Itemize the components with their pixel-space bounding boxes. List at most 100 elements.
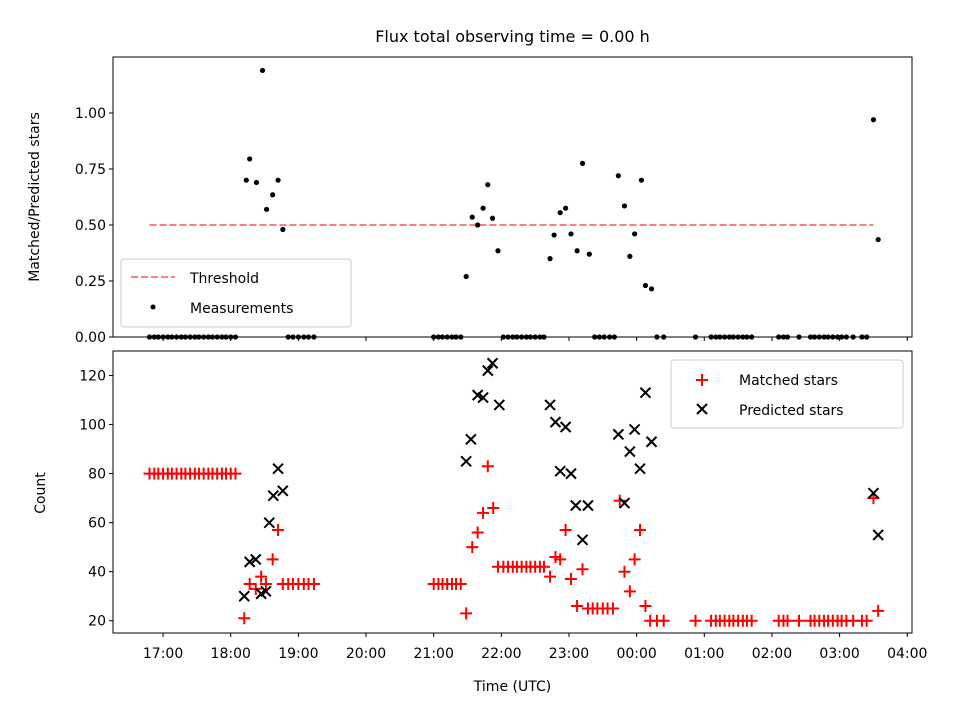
matched-stars-point	[537, 560, 550, 573]
matched-stars-point	[793, 614, 806, 627]
measurements-point	[547, 256, 553, 262]
measurements-point	[563, 205, 569, 211]
top-series-layer	[146, 67, 881, 340]
matched-stars-point	[466, 541, 479, 554]
matched-stars-point	[618, 565, 631, 578]
predicted-stars-point	[872, 529, 884, 541]
matched-stars-point	[781, 614, 794, 627]
x-tick-label: 03:00	[819, 646, 859, 662]
predicted-stars-point	[482, 364, 494, 377]
measurements-point	[247, 156, 253, 162]
measurements-point	[253, 179, 260, 186]
matched-stars-point	[460, 607, 473, 620]
top-y-tick-label: 0.50	[75, 218, 106, 234]
predicted-stars-point	[628, 423, 641, 436]
predicted-stars-point	[624, 445, 636, 458]
bottom-plot-frame	[112, 350, 913, 634]
measurements-point	[568, 231, 574, 237]
predicted-stars-point	[554, 465, 566, 477]
matched-stars-point	[255, 570, 268, 583]
matched-stars-point	[576, 563, 589, 576]
top-legend: Threshold Measurements	[120, 258, 352, 328]
x-tick-label: 18:00	[211, 646, 251, 662]
bottom-legend-box	[670, 359, 904, 429]
top-y-tick-label: 0.25	[75, 274, 106, 290]
measurements-point	[638, 177, 644, 183]
x-tick-label: 00:00	[616, 646, 656, 662]
predicted-stars-point	[477, 391, 489, 404]
measurements-point	[270, 192, 276, 198]
measurements-point	[469, 214, 475, 220]
x-tick-label: 21:00	[414, 646, 454, 662]
measurements-point	[280, 226, 286, 233]
bottom-y-tick-label: 20	[88, 614, 106, 630]
bottom-legend: Matched stars Predicted stars	[670, 359, 904, 429]
bottom-series-layer	[143, 357, 885, 627]
x-tick-label: 23:00	[549, 646, 589, 662]
predicted-stars-point	[549, 416, 562, 428]
predicted-stars-point	[634, 462, 646, 475]
matched-stars-point	[229, 467, 242, 480]
x-tick-label: 01:00	[684, 646, 724, 662]
matched-stars-point	[238, 612, 251, 625]
x-tick-label: 17:00	[143, 646, 183, 662]
legend-measurements-swatch	[150, 304, 156, 310]
matched-stars-point	[249, 582, 262, 595]
bottom-y-axis-label: Count	[33, 472, 49, 514]
matched-stars-point	[471, 526, 484, 539]
matched-stars-point	[639, 600, 652, 613]
measurements-point	[586, 251, 592, 257]
measurements-point	[642, 282, 649, 289]
measurements-point	[875, 236, 881, 243]
matched-stars-point	[634, 524, 647, 537]
measurements-point	[263, 206, 270, 212]
x-tick-label: 22:00	[481, 646, 521, 662]
measurements-point	[489, 215, 496, 221]
matched-stars-point	[860, 614, 873, 627]
top-y-tick-label: 1.00	[75, 106, 106, 122]
matched-stars-point	[307, 577, 320, 590]
measurements-point	[551, 232, 557, 238]
measurements-point	[275, 177, 281, 183]
predicted-stars-point	[544, 399, 556, 411]
measurements-point	[557, 210, 563, 216]
matched-stars-point	[454, 577, 467, 590]
predicted-stars-point	[260, 585, 272, 598]
matched-stars-point	[745, 614, 758, 627]
matched-stars-point	[243, 577, 256, 590]
legend-predicted-swatch	[696, 403, 708, 415]
x-axis-label: Time (UTC)	[473, 679, 551, 695]
predicted-stars-point	[238, 590, 250, 602]
measurements-point	[243, 177, 249, 183]
matched-stars-point	[487, 501, 500, 514]
matched-stars-point	[559, 524, 572, 537]
predicted-stars-point	[277, 485, 289, 497]
bottom-y-tick-label: 100	[79, 418, 106, 434]
matched-stars-point	[544, 570, 557, 583]
matched-stars-point	[623, 585, 636, 598]
matched-stars-point	[481, 460, 494, 473]
legend-threshold-label: Threshold	[189, 271, 259, 287]
top-y-axis-label: Matched/Predicted stars	[27, 112, 43, 282]
bottom-y-tick-label: 40	[88, 565, 106, 581]
predicted-stars-point	[645, 436, 658, 448]
top-legend-box	[120, 258, 352, 328]
measurements-point	[627, 253, 633, 259]
bottom-ticks-layer: 20 40 60 80 100 120 17:00 18:00 19:00 20:00 21:00 2…	[79, 369, 927, 662]
measurements-point	[495, 248, 501, 254]
measurements-point	[485, 182, 491, 188]
top-plot-frame	[112, 56, 913, 338]
matched-stars-point	[272, 524, 285, 537]
measurements-point	[574, 248, 580, 254]
bottom-y-tick-label: 60	[88, 516, 106, 532]
matched-stars-point	[554, 553, 567, 566]
bottom-y-tick-label: 80	[88, 467, 106, 483]
predicted-stars-point	[465, 433, 477, 445]
measurements-point	[579, 160, 586, 166]
predicted-stars-point	[570, 499, 582, 512]
measurements-point	[463, 273, 469, 280]
predicted-stars-point	[250, 553, 262, 566]
bottom-subplot: Count Time (UTC) 20 40 60 80 100 120 17:00 18:0…	[33, 350, 927, 695]
matched-stars-point	[657, 614, 670, 627]
